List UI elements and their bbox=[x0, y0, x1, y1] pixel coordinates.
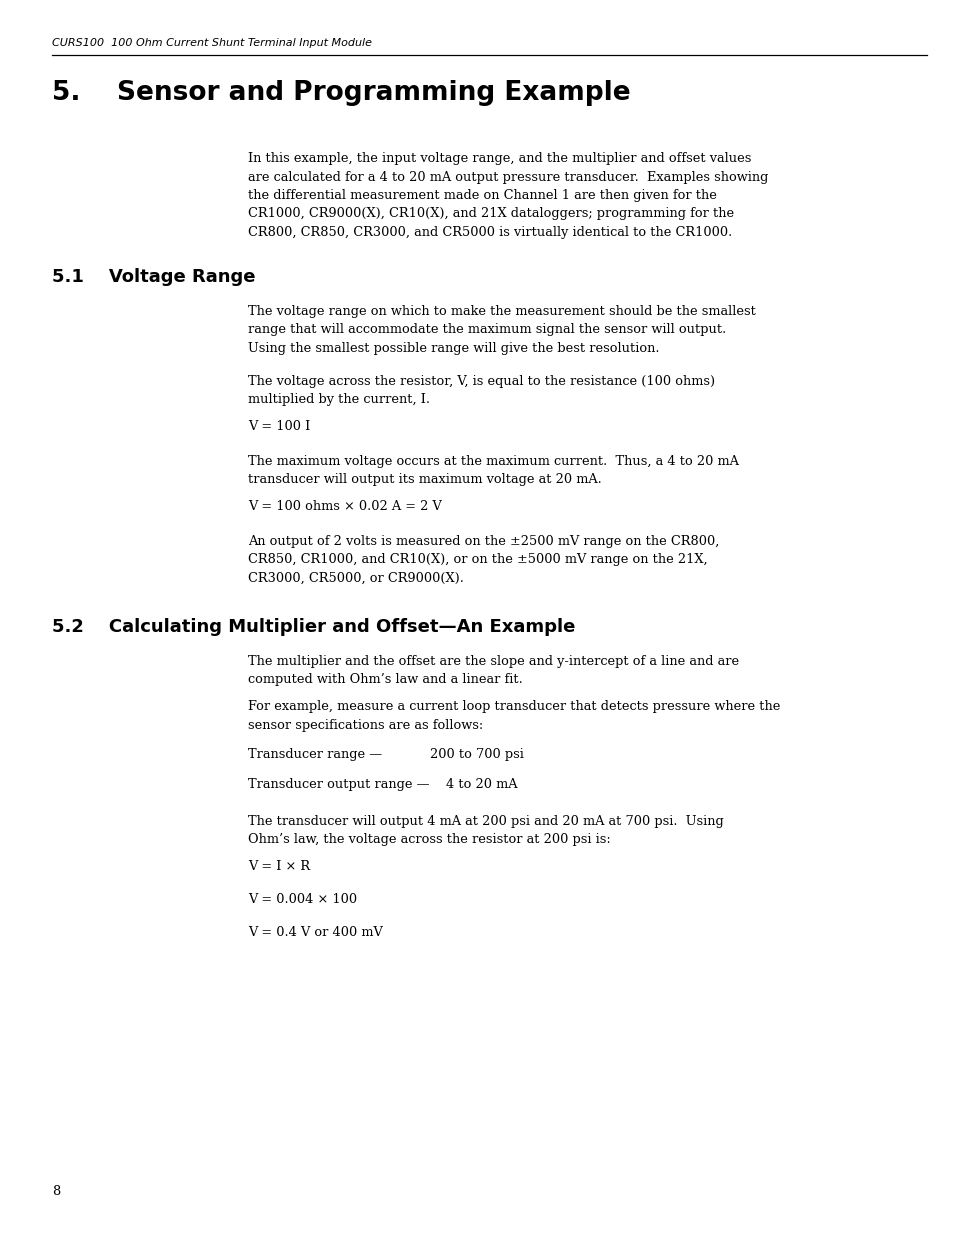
Text: V = I × R: V = I × R bbox=[248, 860, 310, 873]
Text: An output of 2 volts is measured on the ±2500 mV range on the CR800,
CR850, CR10: An output of 2 volts is measured on the … bbox=[248, 535, 719, 585]
Text: Transducer range —: Transducer range — bbox=[248, 748, 382, 761]
Text: V = 0.4 V or 400 mV: V = 0.4 V or 400 mV bbox=[248, 926, 382, 939]
Text: 5.1    Voltage Range: 5.1 Voltage Range bbox=[52, 268, 255, 287]
Text: 200 to 700 psi: 200 to 700 psi bbox=[430, 748, 523, 761]
Text: CURS100  100 Ohm Current Shunt Terminal Input Module: CURS100 100 Ohm Current Shunt Terminal I… bbox=[52, 38, 372, 48]
Text: V = 100 I: V = 100 I bbox=[248, 420, 310, 433]
Text: In this example, the input voltage range, and the multiplier and offset values
a: In this example, the input voltage range… bbox=[248, 152, 767, 240]
Text: V = 100 ohms × 0.02 A = 2 V: V = 100 ohms × 0.02 A = 2 V bbox=[248, 500, 441, 513]
Text: The transducer will output 4 mA at 200 psi and 20 mA at 700 psi.  Using
Ohm’s la: The transducer will output 4 mA at 200 p… bbox=[248, 815, 723, 846]
Text: 5.2    Calculating Multiplier and Offset—An Example: 5.2 Calculating Multiplier and Offset—An… bbox=[52, 618, 575, 636]
Text: 8: 8 bbox=[52, 1186, 60, 1198]
Text: The voltage range on which to make the measurement should be the smallest
range : The voltage range on which to make the m… bbox=[248, 305, 755, 354]
Text: The voltage across the resistor, V, is equal to the resistance (100 ohms)
multip: The voltage across the resistor, V, is e… bbox=[248, 375, 715, 406]
Text: The maximum voltage occurs at the maximum current.  Thus, a 4 to 20 mA
transduce: The maximum voltage occurs at the maximu… bbox=[248, 454, 739, 487]
Text: V = 0.004 × 100: V = 0.004 × 100 bbox=[248, 893, 356, 906]
Text: Transducer output range —    4 to 20 mA: Transducer output range — 4 to 20 mA bbox=[248, 778, 517, 790]
Text: The multiplier and the offset are the slope and y-intercept of a line and are
co: The multiplier and the offset are the sl… bbox=[248, 655, 739, 687]
Text: 5.    Sensor and Programming Example: 5. Sensor and Programming Example bbox=[52, 80, 630, 106]
Text: For example, measure a current loop transducer that detects pressure where the
s: For example, measure a current loop tran… bbox=[248, 700, 780, 731]
